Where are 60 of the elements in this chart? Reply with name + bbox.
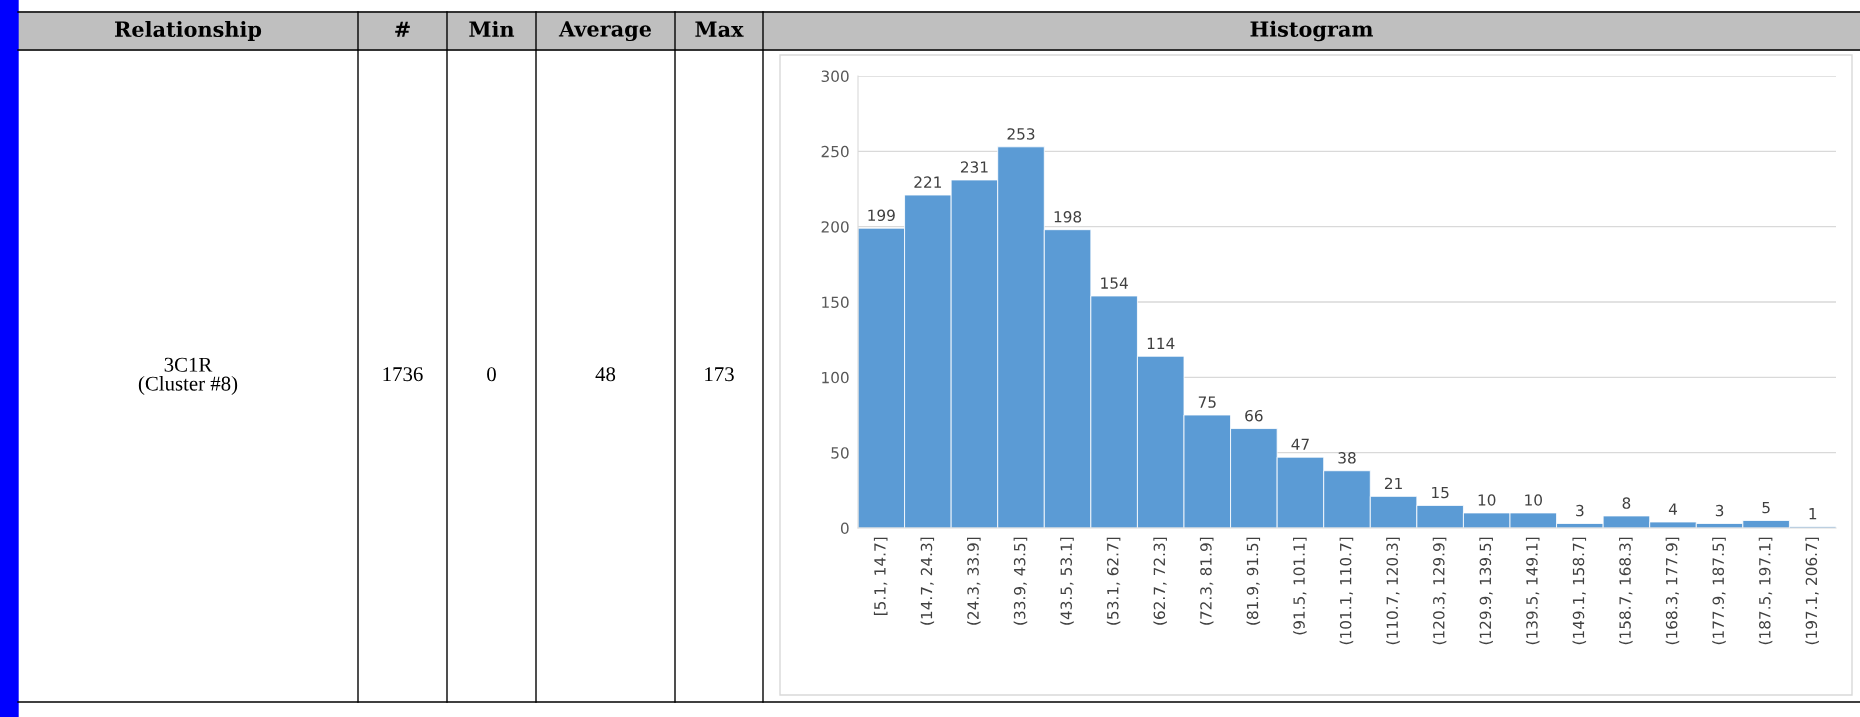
x-tick-label: (24.3, 33.9] xyxy=(967,537,981,625)
data-label: 75 xyxy=(1198,396,1216,408)
x-tick-label: (197.1, 206.7] xyxy=(1805,537,1819,645)
data-label: 253 xyxy=(1007,128,1035,140)
y-tick-label: 300 xyxy=(821,70,849,83)
data-label: 4 xyxy=(1668,503,1677,515)
y-tick-label: 0 xyxy=(840,522,849,535)
y-tick-label: 250 xyxy=(821,145,849,158)
data-label: 10 xyxy=(1478,494,1496,506)
data-label: 1 xyxy=(1809,508,1817,520)
x-tick-label: (81.9, 91.5] xyxy=(1246,537,1261,625)
data-label: 114 xyxy=(1147,337,1175,349)
data-label: 3 xyxy=(1576,504,1584,517)
x-tick-label: (91.5, 101.1] xyxy=(1293,537,1307,635)
x-tick-label: (187.5, 197.1] xyxy=(1758,537,1773,645)
text: 0 xyxy=(487,367,496,382)
chart-title: Histogram xyxy=(1250,20,1373,42)
x-tick-label: (14.7, 24.3] xyxy=(920,537,935,625)
x-tick-label: (110.7, 120.3] xyxy=(1386,537,1400,645)
x-tick-label: (101.1, 110.7] xyxy=(1339,537,1354,645)
x-tick-label: (168.3, 177.9] xyxy=(1665,537,1680,645)
text: Min xyxy=(469,20,515,37)
x-tick-label: (177.9, 187.5] xyxy=(1712,537,1726,645)
y-tick-label: 100 xyxy=(822,371,849,384)
text: 173 xyxy=(705,367,734,382)
data-label: 15 xyxy=(1432,486,1449,499)
x-tick-label: (149.1, 158.7] xyxy=(1572,537,1587,645)
data-label: 3 xyxy=(1715,504,1724,517)
data-label: 47 xyxy=(1291,438,1309,450)
x-tick-label: (62.7, 72.3] xyxy=(1153,537,1167,625)
data-label: 38 xyxy=(1338,452,1356,464)
text: 3C1R (Cluster #8) xyxy=(138,357,238,395)
text: Max xyxy=(695,21,744,38)
text: Average xyxy=(558,21,652,42)
data-label: 231 xyxy=(960,161,988,173)
x-tick-label: (72.3, 81.9] xyxy=(1199,537,1214,625)
data-label: 5 xyxy=(1762,501,1770,514)
text: 1736 xyxy=(383,367,423,382)
data-label: 199 xyxy=(868,209,895,222)
data-label: 66 xyxy=(1245,409,1263,422)
text: Relationship xyxy=(115,20,262,42)
data-label: 10 xyxy=(1525,494,1542,506)
x-tick-label: (43.5, 53.1] xyxy=(1060,537,1074,625)
y-tick-label: 200 xyxy=(821,221,849,233)
x-tick-label: (129.9, 139.5] xyxy=(1479,537,1493,645)
x-tick-label: (33.9, 43.5] xyxy=(1013,537,1028,625)
text: 48 xyxy=(595,367,616,382)
data-label: 198 xyxy=(1054,211,1082,223)
y-tick-label: 50 xyxy=(831,447,849,459)
data-label: 8 xyxy=(1622,497,1631,509)
data-label: 154 xyxy=(1101,277,1128,289)
x-tick-label: (158.7, 168.3] xyxy=(1619,537,1633,645)
x-tick-label: (53.1, 62.7] xyxy=(1106,537,1121,625)
y-tick-label: 150 xyxy=(822,296,849,309)
data-label: 221 xyxy=(914,176,942,188)
data-label: 21 xyxy=(1384,477,1402,490)
x-tick-label: (120.3, 129.9] xyxy=(1432,537,1447,645)
x-tick-label: (139.5, 149.1] xyxy=(1525,537,1540,645)
text: # xyxy=(395,21,410,37)
x-tick-label: [5.1, 14.7] xyxy=(873,537,888,615)
